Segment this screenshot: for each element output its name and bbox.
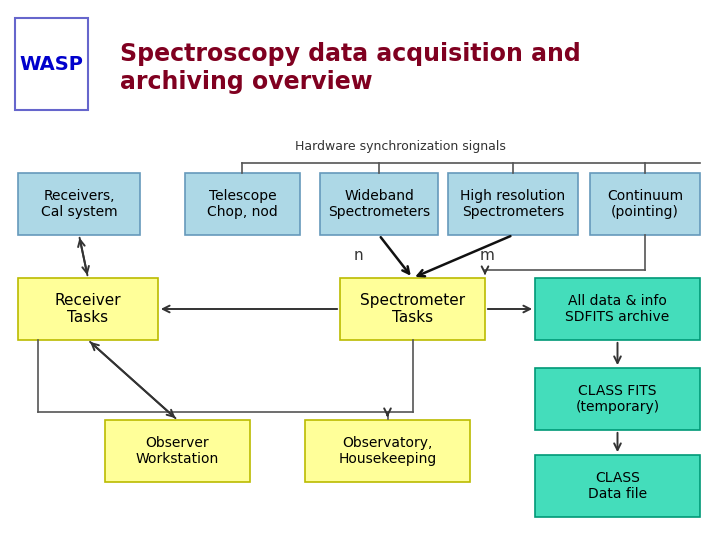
Text: n: n bbox=[354, 247, 363, 262]
FancyBboxPatch shape bbox=[18, 278, 158, 340]
FancyBboxPatch shape bbox=[340, 278, 485, 340]
Text: m: m bbox=[480, 247, 495, 262]
Text: WASP: WASP bbox=[19, 55, 84, 73]
Text: Continuum
(pointing): Continuum (pointing) bbox=[607, 189, 683, 219]
FancyBboxPatch shape bbox=[320, 173, 438, 235]
FancyBboxPatch shape bbox=[590, 173, 700, 235]
Text: CLASS
Data file: CLASS Data file bbox=[588, 471, 647, 501]
Text: High resolution
Spectrometers: High resolution Spectrometers bbox=[460, 189, 566, 219]
FancyBboxPatch shape bbox=[105, 420, 250, 482]
Text: Receiver
Tasks: Receiver Tasks bbox=[55, 293, 121, 325]
FancyBboxPatch shape bbox=[185, 173, 300, 235]
FancyBboxPatch shape bbox=[305, 420, 470, 482]
Text: Wideband
Spectrometers: Wideband Spectrometers bbox=[328, 189, 430, 219]
Text: Observatory,
Housekeeping: Observatory, Housekeeping bbox=[338, 436, 436, 466]
FancyBboxPatch shape bbox=[535, 278, 700, 340]
FancyBboxPatch shape bbox=[448, 173, 578, 235]
Text: CLASS FITS
(temporary): CLASS FITS (temporary) bbox=[575, 384, 660, 414]
Text: Hardware synchronization signals: Hardware synchronization signals bbox=[294, 140, 505, 153]
Text: Telescope
Chop, nod: Telescope Chop, nod bbox=[207, 189, 278, 219]
FancyBboxPatch shape bbox=[535, 455, 700, 517]
FancyBboxPatch shape bbox=[15, 18, 88, 110]
Text: Spectroscopy data acquisition and
archiving overview: Spectroscopy data acquisition and archiv… bbox=[120, 42, 581, 94]
Text: Spectrometer
Tasks: Spectrometer Tasks bbox=[360, 293, 465, 325]
FancyBboxPatch shape bbox=[18, 173, 140, 235]
Text: All data & info
SDFITS archive: All data & info SDFITS archive bbox=[565, 294, 670, 324]
FancyBboxPatch shape bbox=[535, 368, 700, 430]
Text: Receivers,
Cal system: Receivers, Cal system bbox=[41, 189, 117, 219]
Text: Observer
Workstation: Observer Workstation bbox=[136, 436, 219, 466]
